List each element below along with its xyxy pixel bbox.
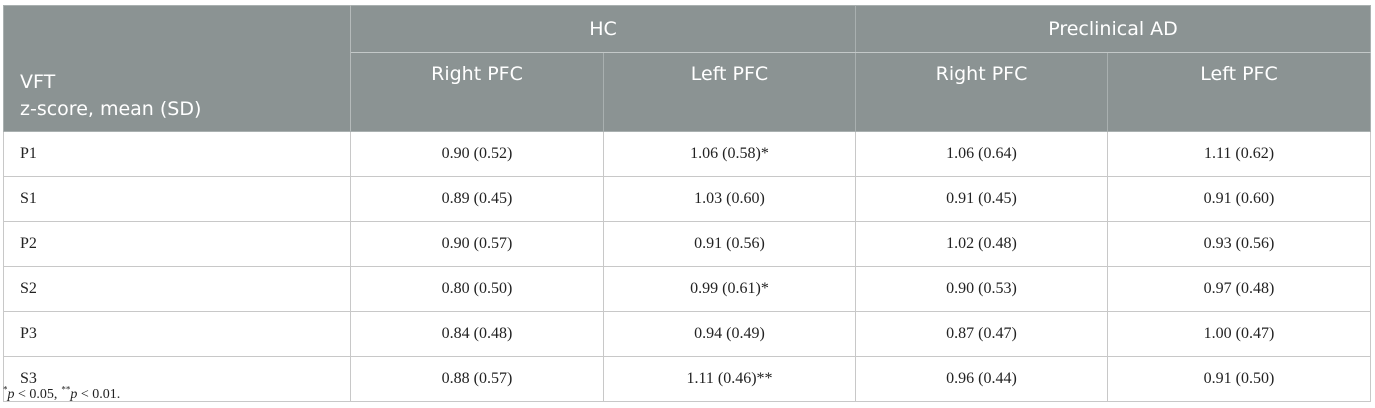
table-row: S3 0.88 (0.57) 1.11 (0.46)** 0.96 (0.44) 0.9… [3,356,1372,402]
cell: 1.03 (0.60) [603,176,856,222]
cell: 0.93 (0.56) [1106,221,1372,267]
cell: 0.84 (0.48) [350,311,604,357]
footnote-mark: ** [61,384,71,394]
cell: 1.00 (0.47) [1106,311,1372,357]
row-label: S1 [3,176,351,222]
table-header: VFT z-score, mean (SD) HC Preclinical AD Rig… [3,5,1372,132]
table-row: P3 0.84 (0.48) 0.94 (0.49) 0.87 (0.47) 1.00 … [3,311,1372,357]
stub-header-line: VFT [20,71,56,93]
cell: 0.87 (0.47) [855,311,1108,357]
column-header: Left PFC [1106,52,1372,132]
table-row: P1 0.90 (0.52) 1.06 (0.58)* 1.06 (0.64) 1.11… [3,131,1372,177]
stub-header: VFT z-score, mean (SD) [3,5,351,132]
subheader-row: Right PFC Left PFC Right PFC Left PFC [4,52,1372,132]
footnote-item: **p < 0.01. [61,384,121,402]
cell: 1.06 (0.58)* [603,131,856,177]
cell: 0.89 (0.45) [350,176,604,222]
header-row: VFT z-score, mean (SD) HC Preclinical AD [3,5,1372,132]
cell: 0.99 (0.61)* [603,266,856,312]
row-label: S2 [3,266,351,312]
footnote-text: < 0.05, [14,386,58,402]
cell: 0.91 (0.60) [1106,176,1372,222]
footnote-item: *p < 0.05, [3,384,58,402]
group-header: Preclinical AD [854,5,1372,53]
cell: 1.11 (0.62) [1106,131,1372,177]
cell: 0.80 (0.50) [350,266,604,312]
cell: 1.11 (0.46)** [603,356,856,402]
footnote: *p < 0.05, **p < 0.01. [3,384,124,403]
table-row: S2 0.80 (0.50) 0.99 (0.61)* 0.90 (0.53) 0.97… [3,266,1372,312]
footnote-mark: * [3,384,8,394]
cell: 0.91 (0.50) [1106,356,1372,402]
column-header: Right PFC [855,52,1108,132]
cell: 0.90 (0.52) [350,131,604,177]
footnote-variable: p [70,386,78,402]
cell: 0.96 (0.44) [855,356,1108,402]
cell: 0.90 (0.57) [350,221,604,267]
row-label: S3 [3,356,351,402]
column-header: Right PFC [350,52,604,132]
row-label: P2 [3,221,351,267]
table-row: P2 0.90 (0.57) 0.91 (0.56) 1.02 (0.48) 0.93 … [3,221,1372,267]
cell: 0.91 (0.56) [603,221,856,267]
table-row: S1 0.89 (0.45) 1.03 (0.60) 0.91 (0.45) 0.91 … [3,176,1372,222]
row-label: P1 [3,131,351,177]
group-header: HC [350,5,856,53]
cell: 1.06 (0.64) [855,131,1108,177]
cell: 0.90 (0.53) [855,266,1108,312]
table-body: P1 0.90 (0.52) 1.06 (0.58)* 1.06 (0.64) 1.11… [3,131,1372,402]
data-table: VFT z-score, mean (SD) HC Preclinical AD Rig… [3,5,1372,402]
footnote-variable: p [7,386,15,402]
cell: 0.91 (0.45) [855,176,1108,222]
stub-header-line: z-score, mean (SD) [20,98,202,120]
column-header: Left PFC [603,52,856,132]
cell: 0.97 (0.48) [1106,266,1372,312]
row-label: P3 [3,311,351,357]
cell: 0.94 (0.49) [603,311,856,357]
footnote-text: < 0.01. [77,386,121,402]
cell: 0.88 (0.57) [350,356,604,402]
cell: 1.02 (0.48) [855,221,1108,267]
